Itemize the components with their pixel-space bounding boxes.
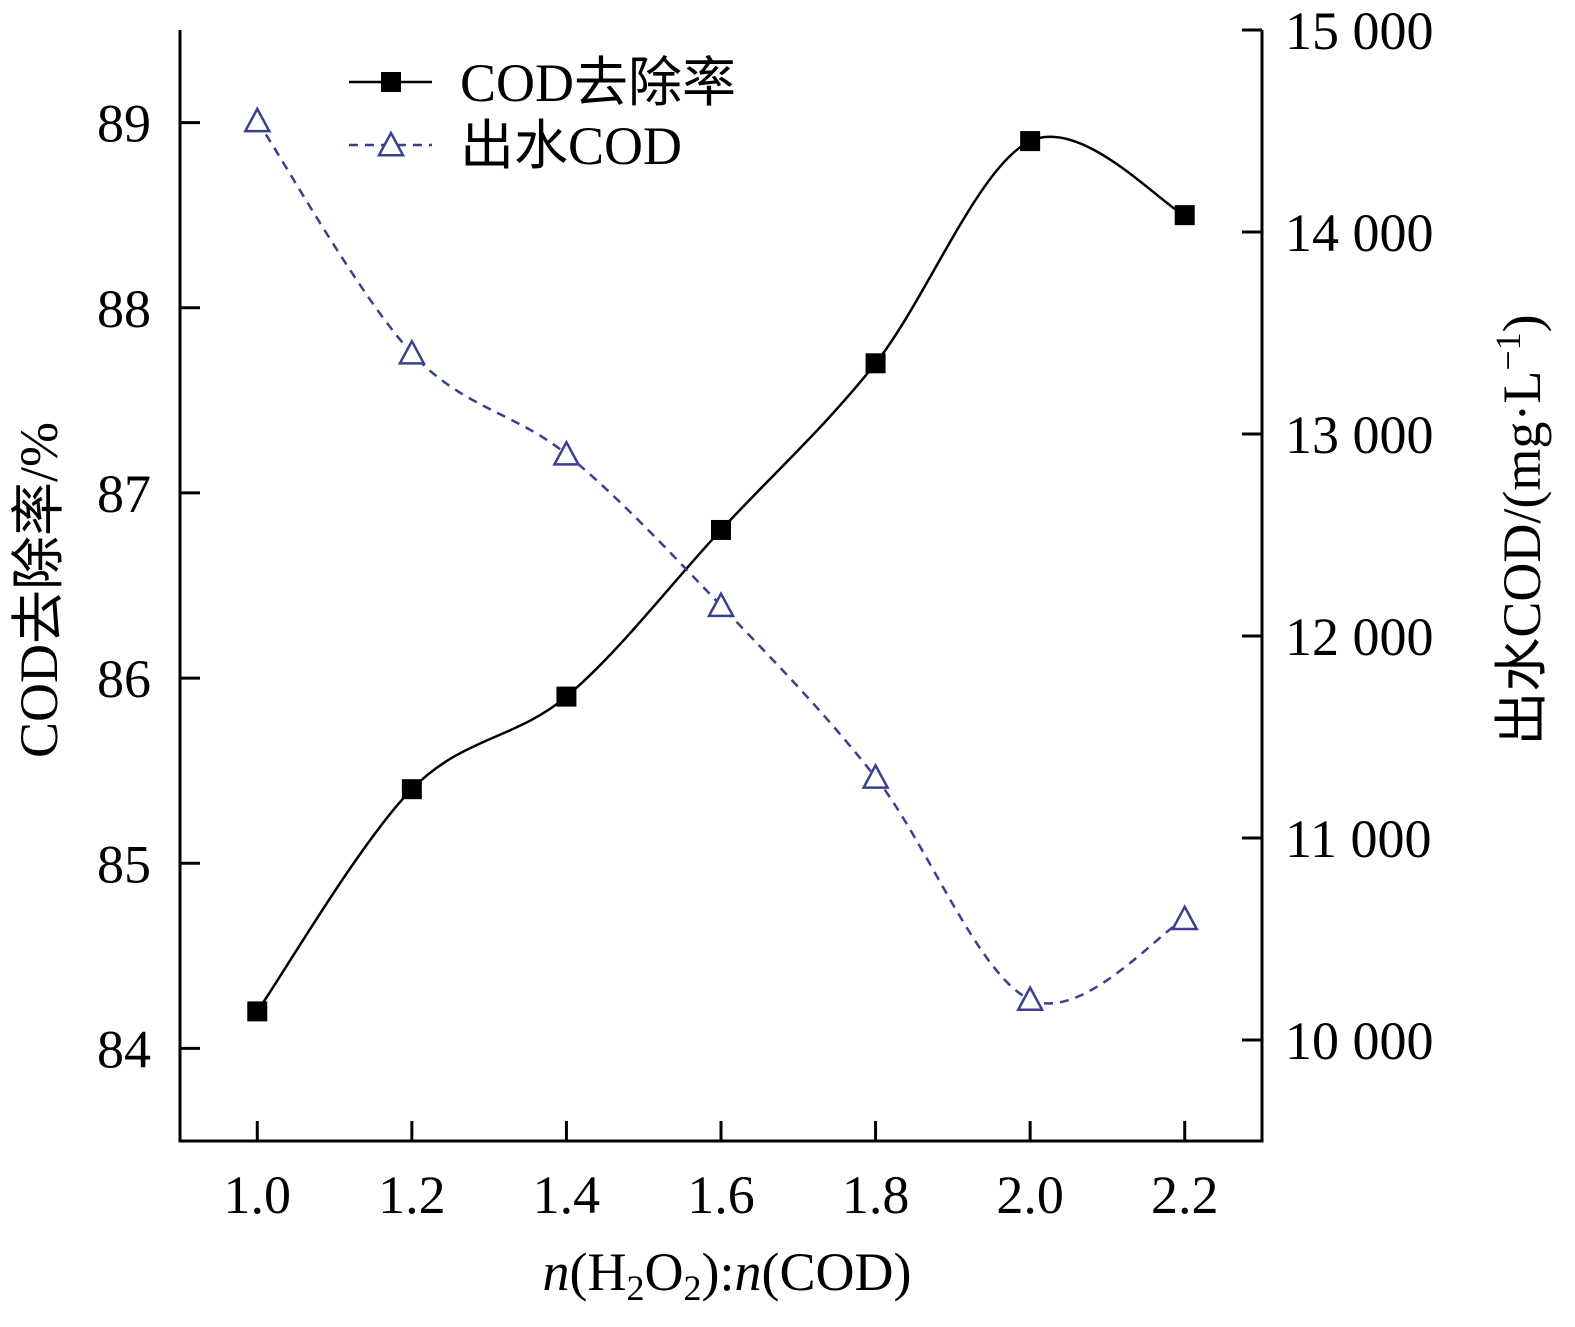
data-point	[401, 779, 422, 800]
data-point	[1016, 984, 1045, 1012]
data-point	[397, 338, 426, 365]
y-right-axis-title: 出水COD/(mg·L−1)	[1488, 314, 1552, 745]
y-left-tick-label: 87	[97, 464, 151, 524]
data-point	[865, 353, 886, 374]
data-point	[1174, 205, 1195, 226]
data-point	[1170, 904, 1199, 931]
series-1	[247, 131, 1195, 1022]
y-left-ticks: 84 85 86 87 88 89	[97, 94, 200, 1079]
x-ticks: 1.0 1.2 1.4 1.6 1.8 2.0 2.2	[224, 1121, 1219, 1225]
legend-item-2: 出水COD	[349, 116, 682, 176]
y-right-tick-label: 11 000	[1285, 809, 1432, 869]
data-point	[711, 519, 731, 540]
x-axis-title: n(H2O2):n(COD)	[543, 1242, 912, 1308]
x-tick-label: 1.0	[224, 1165, 292, 1225]
y-right-ticks: 10 000 11 000 12 000 13 000 14 000 15 000	[1242, 1, 1434, 1071]
data-point	[861, 762, 890, 789]
data-point	[247, 1001, 268, 1022]
y-left-tick-label: 86	[97, 649, 151, 709]
x-tick-label: 1.8	[842, 1165, 910, 1225]
series-2	[243, 106, 1199, 1012]
y-right-tick-label: 13 000	[1285, 405, 1434, 465]
series-line	[256, 120, 1186, 1005]
data-point	[552, 439, 581, 466]
data-point	[243, 106, 272, 133]
legend-label: 出水COD	[460, 116, 682, 176]
x-tick-label: 1.2	[378, 1165, 446, 1225]
y-right-tick-label: 14 000	[1285, 203, 1434, 263]
x-tick-label: 2.2	[1151, 1165, 1219, 1225]
y-left-tick-label: 89	[97, 94, 151, 154]
legend-label: COD去除率	[460, 53, 736, 113]
data-point	[1020, 131, 1041, 152]
y-right-tick-label: 10 000	[1285, 1011, 1434, 1071]
legend-marker	[381, 72, 401, 92]
legend-marker	[376, 130, 406, 157]
y-right-tick-label: 15 000	[1285, 1, 1434, 61]
series-layer	[243, 106, 1199, 1022]
y-left-axis-title: COD去除率/%	[9, 422, 69, 758]
x-tick-label: 1.6	[687, 1165, 755, 1225]
y-left-tick-label: 85	[97, 834, 151, 894]
legend-item-1: COD去除率	[349, 53, 736, 113]
y-left-tick-label: 88	[97, 279, 151, 339]
y-right-tick-label: 12 000	[1285, 607, 1434, 667]
data-point	[556, 686, 577, 707]
y-left-tick-label: 84	[97, 1019, 151, 1079]
series-line	[256, 135, 1186, 1013]
x-tick-label: 2.0	[996, 1165, 1064, 1225]
x-tick-label: 1.4	[533, 1165, 601, 1225]
axes	[178, 30, 1264, 1143]
data-point	[706, 591, 736, 618]
